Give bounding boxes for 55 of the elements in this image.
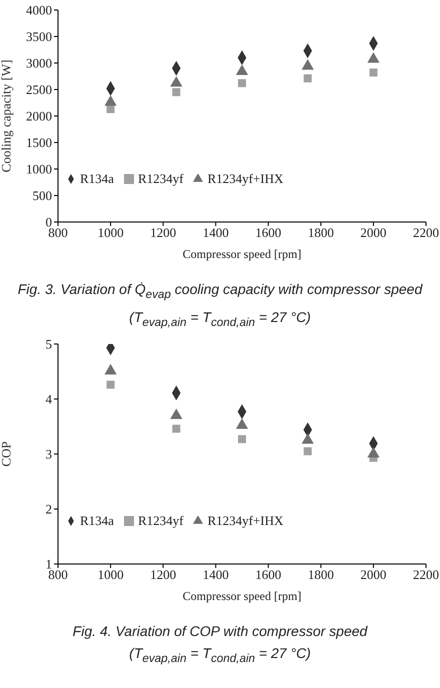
text: (T$_{evap,ain}$ = T$_{cond,ain}$ = 27 °C) <box>128 308 312 331</box>
point <box>106 380 115 388</box>
x-tick-label: 1800 <box>308 225 334 240</box>
point <box>304 74 312 82</box>
x-tick-label: 1000 <box>98 566 124 582</box>
y-tick-label: 1 <box>46 556 52 572</box>
y-tick-label: 4 <box>46 391 52 406</box>
caption: Fig. 3. Variation of Q̇$_{evap}$ cooling capacity with compressor speed <box>16 280 424 303</box>
legend-label: R1234yf <box>138 171 184 186</box>
text: (T$_{evap,ain}$ = T$_{cond,ain}$ = 27 °C) <box>128 644 312 666</box>
legend-label: R1234yf+IHX <box>207 512 284 528</box>
point <box>172 88 180 96</box>
point <box>236 418 248 429</box>
point <box>367 446 380 458</box>
x-tick-label: 1200 <box>150 566 176 582</box>
x-tick-label: 2200 <box>413 566 439 582</box>
y-tick-label: 4000 <box>26 2 52 18</box>
y-tick-label: 3000 <box>26 56 52 71</box>
x-tick-label: 1600 <box>255 225 282 240</box>
legend-label: R134a <box>80 512 114 528</box>
y-tick-label: 3 <box>46 446 52 462</box>
x-tick-label: 1200 <box>150 225 176 240</box>
y-tick-label: 2000 <box>26 108 52 124</box>
x-axis-title: Compressor speed [rpm] <box>182 247 302 261</box>
x-tick-label: 2200 <box>413 225 439 240</box>
point <box>369 68 378 77</box>
legend-label: R1234yf+IHX <box>207 171 284 186</box>
point <box>106 105 115 114</box>
x-tick-label: 2000 <box>360 225 386 240</box>
x-tick-label: 1600 <box>255 566 282 582</box>
y-tick-label: 1500 <box>26 135 52 150</box>
point <box>304 446 312 455</box>
y-tick-label: 2 <box>46 501 52 516</box>
x-tick-label: 1400 <box>202 225 229 240</box>
point <box>104 364 117 374</box>
legend-label: R134a <box>80 171 114 186</box>
x-tick-label: 1000 <box>98 225 124 240</box>
y-tick-label: 1000 <box>26 162 52 177</box>
y-tick-label: 2500 <box>26 82 52 98</box>
y-axis-title: Cooling capacity [W] <box>0 60 14 172</box>
y-tick-label: 5 <box>46 336 52 352</box>
x-tick-label: 1800 <box>308 566 334 582</box>
y-axis-title: COP <box>0 440 14 466</box>
x-tick-label: 2000 <box>360 566 386 582</box>
point <box>238 79 246 88</box>
point <box>172 424 180 432</box>
x-tick-label: 1400 <box>202 566 229 582</box>
legend-label: R1234yf <box>138 512 184 528</box>
y-tick-label: 500 <box>32 188 52 204</box>
x-axis-title: Compressor speed [rpm] <box>182 588 302 603</box>
point <box>238 434 246 443</box>
point <box>302 432 314 444</box>
point <box>170 408 182 419</box>
y-tick-label: 3500 <box>26 29 52 44</box>
caption: Fig. 4. Variation of COP with compressor speed <box>72 622 369 641</box>
